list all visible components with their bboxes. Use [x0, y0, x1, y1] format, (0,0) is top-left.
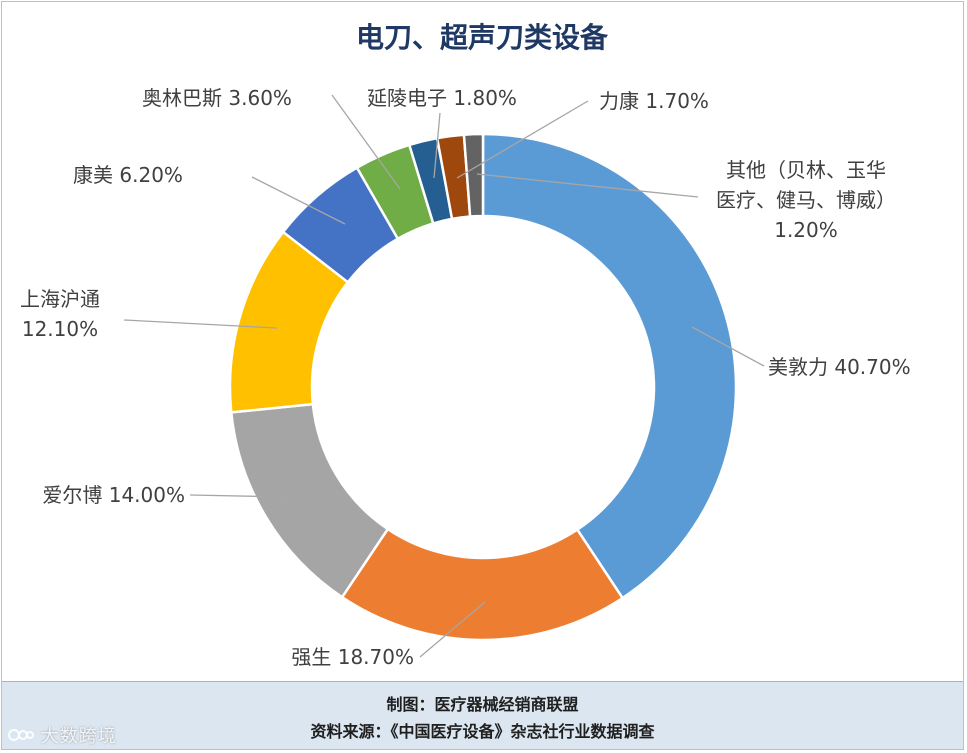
- slice-label-8: 力康 1.70%: [599, 89, 709, 113]
- leader-line-5: [251, 176, 346, 225]
- leader-line-7: [433, 112, 441, 179]
- slice-label-1: 美敦力 40.70%: [768, 355, 911, 379]
- watermark: 大数跨境: [8, 722, 117, 748]
- footer-source: 资料来源：《中国医疗设备》杂志社行业数据调查: [310, 722, 655, 741]
- leader-line-4: [123, 319, 278, 329]
- leader-line-9: [476, 173, 699, 198]
- slice-label-3: 爱尔博 14.00%: [42, 483, 185, 507]
- slice-label-9: 其他（贝林、玉华医疗、健马、博威） 1.20%: [716, 158, 896, 242]
- donut-slice-9: [462, 132, 485, 218]
- slice-label-5: 康美 6.20%: [73, 163, 183, 187]
- slice-label-2: 强生 18.70%: [291, 645, 414, 669]
- slice-label-6: 奥林巴斯 3.60%: [142, 86, 292, 110]
- slice-label-7: 延陵电子 1.80%: [367, 86, 517, 110]
- watermark-logo-icon: [8, 729, 34, 741]
- slice-label-4: 上海沪通 12.10%: [20, 287, 100, 341]
- chart-title: 电刀、超声刀类设备: [356, 21, 609, 54]
- footer-source-box: 制图：医疗器械经销商联盟 资料来源：《中国医疗设备》杂志社行业数据调查: [2, 681, 963, 749]
- leader-line-8: [456, 100, 589, 179]
- donut-chart: 电刀、超声刀类设备 美敦力 40.70% 强生 18.70% 爱尔博 14.00% 上…: [20, 21, 911, 669]
- footer-credit: 制图：医疗器械经销商联盟: [386, 695, 579, 714]
- watermark-text: 大数跨境: [40, 726, 117, 747]
- donut-slice-2: [340, 527, 625, 642]
- leader-line-2: [419, 601, 486, 658]
- leader-line-6: [331, 94, 401, 190]
- leader-line-1: [691, 326, 765, 367]
- donut-slice-1: [481, 132, 738, 600]
- leader-line-3: [189, 494, 289, 498]
